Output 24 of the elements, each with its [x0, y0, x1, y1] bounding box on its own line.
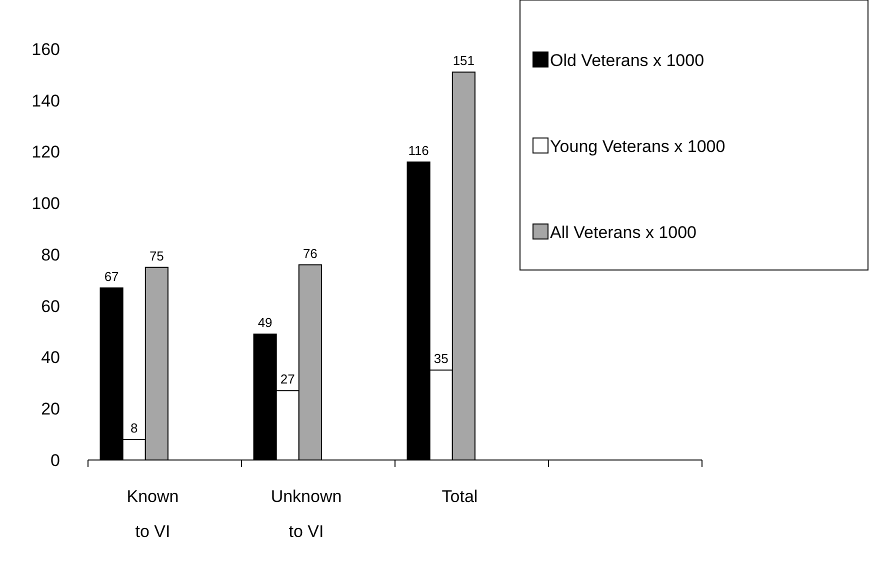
data-label: 76 — [302, 246, 318, 261]
y-tick-label: 120 — [32, 142, 60, 162]
legend-label: Young Veterans x 1000 — [550, 136, 726, 156]
y-tick-label: 60 — [41, 296, 60, 316]
y-tick-label: 40 — [41, 348, 60, 368]
data-label: 67 — [104, 268, 119, 284]
x-tick-label: Total — [442, 487, 478, 506]
y-tick-label: 140 — [32, 91, 60, 110]
y-tick-label: 0 — [50, 450, 60, 470]
y-tick-label: 160 — [32, 40, 60, 59]
y-tick-label: 80 — [41, 245, 60, 264]
x-tick-label: Known to VI — [126, 487, 179, 541]
data-label: 75 — [149, 248, 164, 264]
data-label: 35 — [434, 351, 448, 366]
y-tick-label: 100 — [32, 194, 60, 214]
data-label: 27 — [280, 372, 295, 387]
y-tick-label: 20 — [41, 400, 60, 419]
data-label: 8 — [130, 420, 138, 436]
data-label: 116 — [408, 143, 429, 158]
legend-label: All Veterans x 1000 — [550, 222, 696, 242]
data-label: 49 — [258, 315, 272, 330]
x-tick-label: Unknown to VI — [270, 487, 342, 541]
legend-label: Old Veterans x 1000 — [550, 50, 704, 70]
data-label: 151 — [452, 53, 475, 68]
